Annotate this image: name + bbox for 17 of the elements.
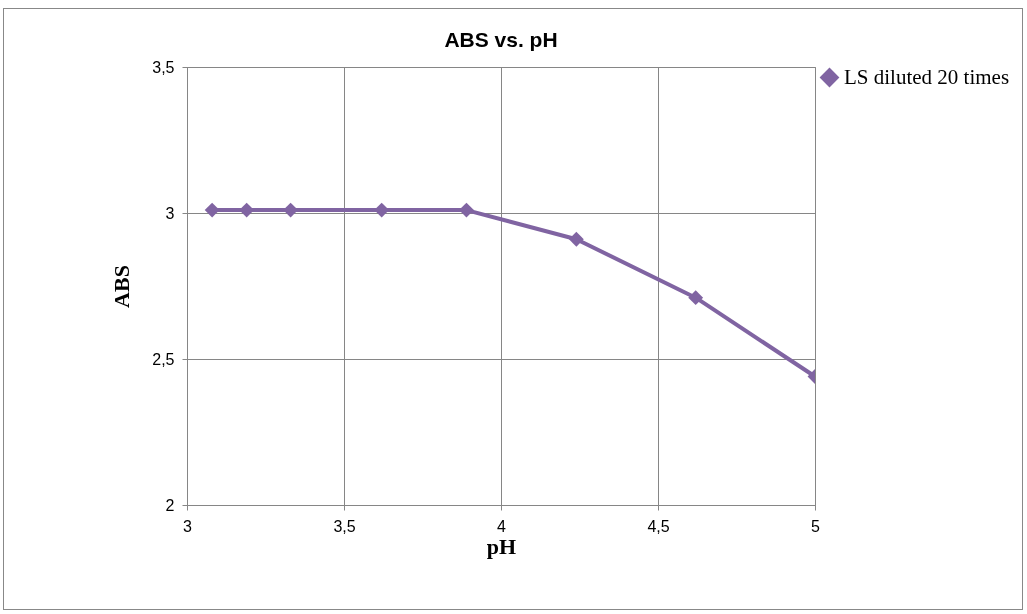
point xyxy=(204,202,220,218)
x-tick-label: 3 xyxy=(183,517,193,535)
y-tick-label: 3 xyxy=(165,204,175,222)
x-tick-label: 3,5 xyxy=(333,517,356,535)
y-tick-label: 3,5 xyxy=(152,58,175,76)
point xyxy=(568,231,584,247)
y-tick-label: 2 xyxy=(165,496,175,514)
x-axis-title: pH xyxy=(486,533,517,559)
y-axis-title: ABS xyxy=(109,265,135,308)
x-tick-label: 5 xyxy=(811,517,821,535)
legend-label: LS diluted 20 times xyxy=(844,64,1010,89)
point xyxy=(459,202,474,218)
x-tick-label: 4 xyxy=(497,517,507,535)
y-tick-label: 2,5 xyxy=(152,350,175,368)
x-tick-label: 4,5 xyxy=(647,517,670,535)
chart-title: ABS vs. pH xyxy=(444,28,558,51)
point xyxy=(688,290,704,306)
